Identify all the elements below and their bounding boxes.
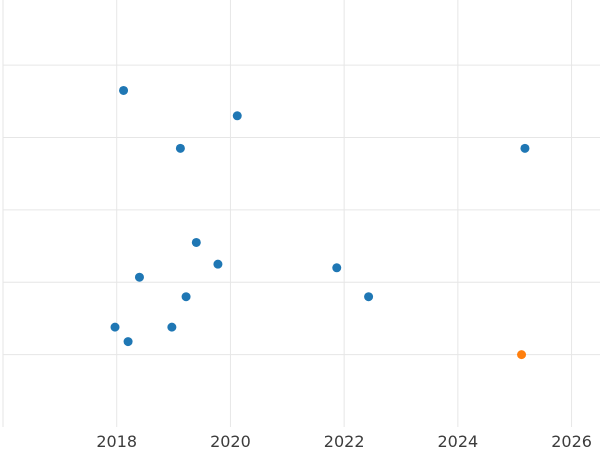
data-points [110, 85, 530, 360]
vertical-grid [2, 0, 573, 427]
data-point [517, 350, 527, 360]
horizontal-grid [3, 64, 600, 356]
data-point [134, 272, 144, 282]
data-point [191, 237, 201, 247]
x-tick-label: 2018 [96, 432, 137, 450]
data-point [364, 292, 374, 302]
x-tick-label: 2020 [210, 432, 251, 450]
x-tick-label: 2022 [324, 432, 365, 450]
data-point [332, 263, 342, 273]
x-axis-ticks: 2018 2020 2022 2024 2026 [96, 432, 592, 450]
data-point [213, 259, 223, 269]
data-point [175, 143, 185, 153]
data-point [232, 111, 242, 121]
data-point [110, 322, 120, 332]
data-point [520, 143, 530, 153]
x-tick-label: 2024 [437, 432, 478, 450]
x-tick-label: 2026 [551, 432, 592, 450]
data-point [167, 322, 177, 332]
data-point [181, 292, 191, 302]
data-point [119, 85, 129, 95]
data-point [123, 337, 133, 347]
